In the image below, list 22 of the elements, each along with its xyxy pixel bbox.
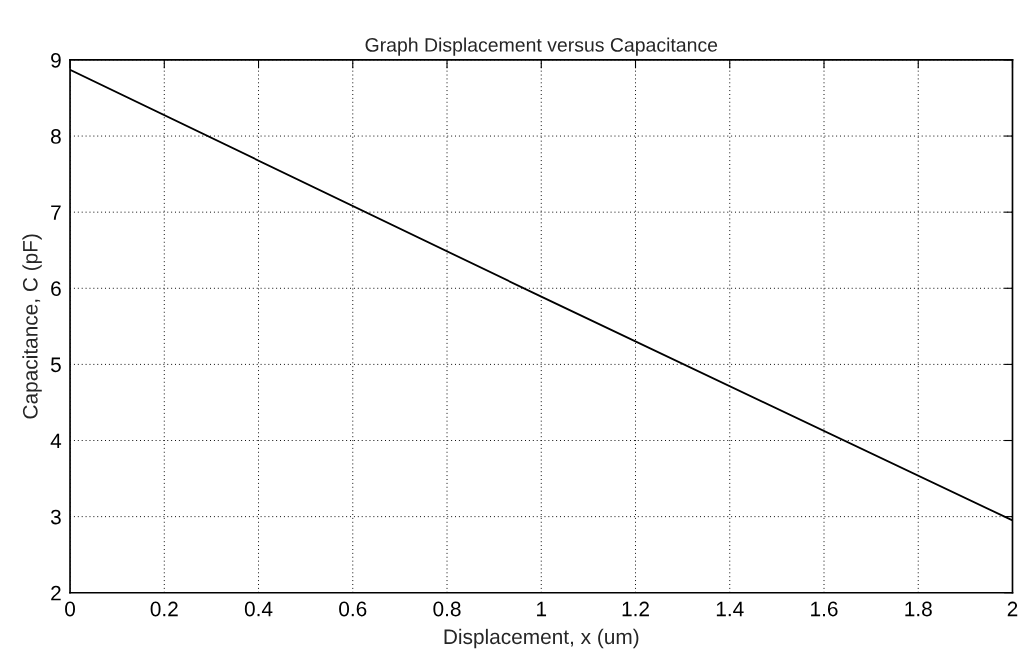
y-tick-label: 8 [51,129,61,144]
y-tick-label: 6 [51,281,61,297]
x-tick-label: 1.8 [905,601,932,617]
y-tick-label: 5 [50,357,61,373]
x-tick-label: 1.2 [622,601,649,617]
chart-title: Graph Displacement versus Capacitance [365,37,718,56]
x-tick-label: 0.8 [433,601,461,617]
y-tick-label: 7 [51,205,61,220]
y-tick-label: 9 [51,52,61,68]
y-tick-label: 4 [50,433,62,449]
x-axis-title: Displacement, x (um) [444,628,639,649]
y-axis-title: Capacitance, C (pF) [22,234,42,419]
x-tick-label: 0.6 [339,601,367,617]
y-tick-label: 3 [50,509,61,525]
x-tick-label: 1.4 [716,601,744,617]
x-tick-label: 1 [537,601,547,617]
y-tick-label: 2 [51,585,61,601]
x-tick-label: 2 [1007,601,1018,617]
x-tick-label: 0.2 [150,601,178,617]
x-tick-label: 1.6 [811,601,838,617]
x-tick-label: 0.4 [244,601,273,617]
x-tick-label: 0 [65,601,76,617]
